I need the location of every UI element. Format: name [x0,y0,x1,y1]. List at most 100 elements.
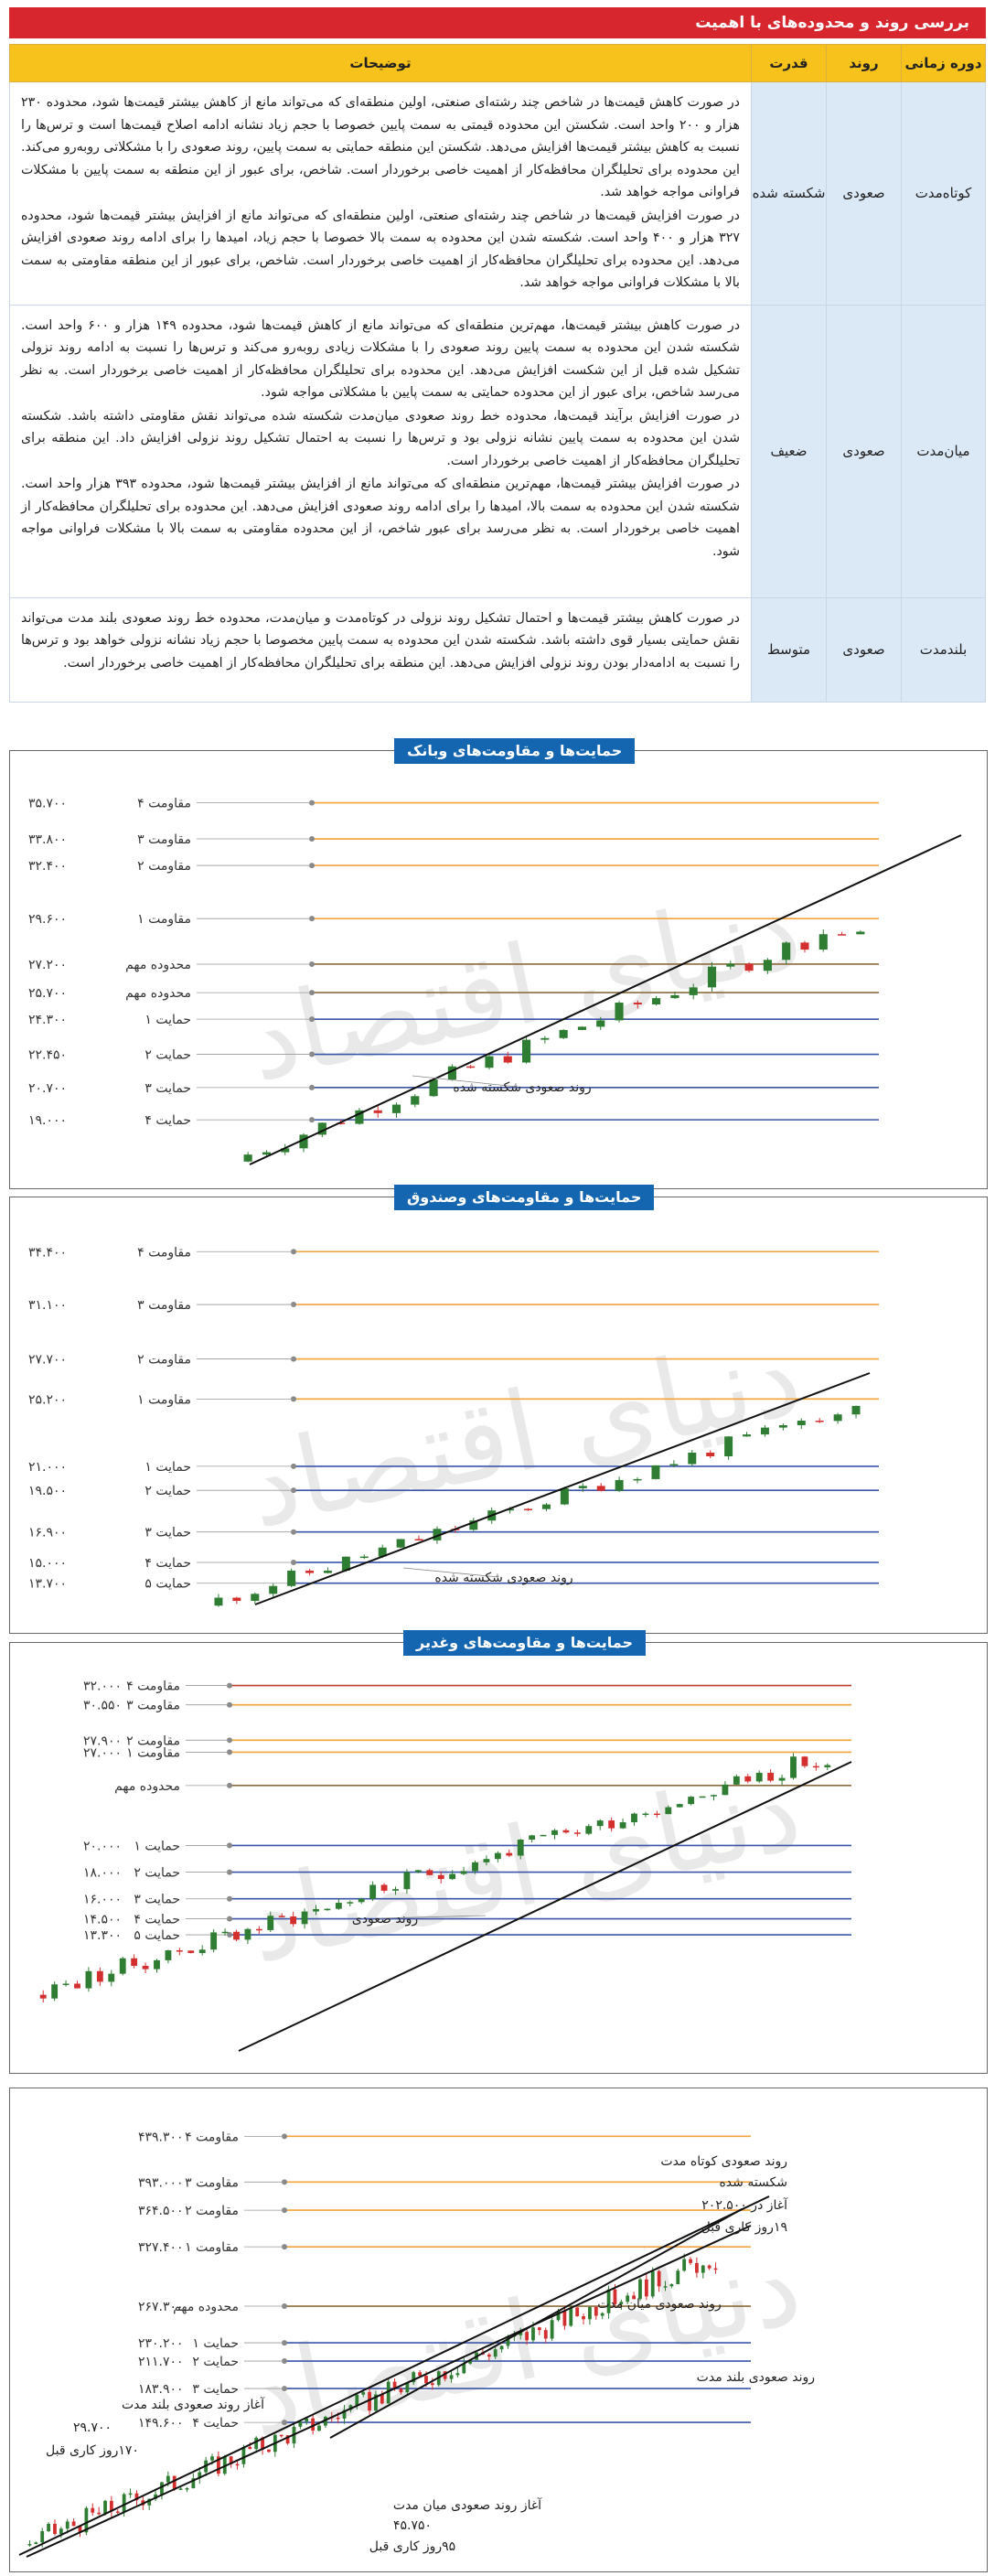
candle-body [34,2542,38,2545]
level-value: ۲۷.۷۰۰ [28,1353,67,1368]
candle-body [613,2289,617,2304]
level-label: مقاومت ۱ [126,1745,180,1760]
level-value: ۳۲.۰۰۰ [83,1680,122,1694]
candle-body [178,2488,183,2490]
candle-body [669,1464,679,1465]
level-label: حمایت ۴ [144,1556,191,1571]
candle-body [85,1970,92,1989]
level-value: ۲۱.۰۰۰ [28,1460,67,1475]
candle-body [722,1784,729,1796]
candle-body [210,2456,214,2461]
period-cell: میان‌مدت [901,304,986,598]
level-value: ۳۹۳.۰۰۰ [138,2175,184,2190]
level-label: محدوده مهم [114,1779,180,1794]
candle-body [575,2307,580,2317]
candle-body [39,1994,47,1999]
candle-body [412,2372,416,2383]
candle-body [392,1889,399,1891]
level-label: حمایت ۳ [144,1081,191,1096]
candle-body [198,1949,206,1953]
annotation-text: شکسته شده [719,2175,787,2190]
annotation-text: آغاز روند صعودی میان مدت [393,2497,542,2513]
description-paragraph: در صورت کاهش بیشتر قیمت‌ها و احتمال تشکی… [21,610,740,671]
candle-body [815,1421,824,1422]
candle-body [619,1822,626,1829]
candle-body [711,1795,717,1797]
candle-body [299,1134,308,1149]
candle-body [27,2544,32,2546]
candle-body [241,2446,246,2464]
candle-body [341,1556,350,1571]
candle-body [596,1486,605,1491]
period-cell: کوتاه‌مدت [901,81,986,306]
chart-index: دنیای اقتصاد مقاومت ۴ ۴۳۹.۳۰۰ مقاومت ۳ ۳۹۳.۰… [9,2088,988,2572]
candle-body [437,1874,444,1880]
candle-body [733,1776,740,1785]
candle-body [541,1504,551,1509]
candle-body [562,2311,567,2326]
candle-body [222,2456,227,2474]
candle-body [657,2270,661,2287]
candle-body [688,1797,695,1805]
candle-body [214,1597,223,1606]
description-paragraph: در صورت افزایش بیشتر قیمت‌ها، مهم‌ترین م… [21,477,740,559]
candle-body [801,1756,808,1766]
level-value: ۲۶۷.۳۰۰ [138,2300,184,2314]
candle-body [378,1547,387,1557]
candle-body [131,1958,138,1966]
candle-body [824,1765,831,1767]
candle-body [551,1830,558,1835]
level-value: ۴۳۹.۳۰۰ [138,2130,184,2144]
candle-body [430,2383,434,2386]
candle-body [399,2388,403,2393]
level-label: مقاومت ۴ [185,2130,239,2144]
level-label: مقاومت ۴ [137,1245,191,1260]
table-header-row: دوره زمانی روند قدرت توضیحات [9,44,986,82]
candle-body [103,2500,107,2514]
candle-body [560,1487,569,1505]
level-value: ۱۵.۰۰۰ [28,1556,67,1571]
section-header: بررسی روند و محدوده‌های با اهمیت [9,7,986,38]
candle-body [165,1950,172,1960]
description-paragraph: در صورت افزایش قیمت‌ها در شاخص چند رشته‌… [21,208,740,291]
candle-body [91,2507,95,2513]
section-title: بررسی روند و محدوده‌های با اهمیت [695,14,969,32]
level-label: حمایت ۴ [144,1113,191,1128]
candle-body [707,966,717,988]
level-label: حمایت ۱ [144,1460,191,1475]
annotation-text: آغاز در ۲۰۲.۵۰۰ [701,2197,788,2213]
candle-body [229,2456,233,2464]
candle-body [285,2435,290,2444]
candle-body [449,1873,456,1880]
candle-body [837,934,847,936]
candle-body [588,2306,592,2320]
level-value: ۳۶۴.۵۰۰ [138,2204,184,2218]
level-value: ۱۴.۵۰۰ [83,1913,122,1927]
candle-body [47,2523,50,2531]
candle-body [485,1056,494,1068]
level-value: ۳۲.۴۰۰ [28,859,67,874]
candle-body [337,1122,346,1124]
candle-body [269,1585,278,1594]
level-value: ۳۱.۱۰۰ [28,1298,67,1313]
candle-body [466,1066,476,1068]
candle-body [108,1973,115,1982]
candle-body [251,1594,260,1602]
period-cell: بلندمدت [901,596,986,703]
candle-body [540,1834,547,1837]
candle-body [644,2279,648,2297]
candle-body [468,2359,473,2364]
description-paragraph: در صورت کاهش بیشتر قیمت‌ها، مهم‌ترین منط… [21,317,741,401]
level-value: ۳۳.۸۰۰ [28,832,67,847]
candle-body [642,1813,649,1816]
candle-body [665,1807,672,1815]
trend-line [254,1372,871,1605]
level-label: حمایت ۱ [134,1839,180,1853]
candle-body [160,2482,164,2495]
description-paragraph: در صورت کاهش قیمت‌ها در شاخص چند رشته‌ای… [21,95,740,199]
candle-body [254,2437,259,2450]
annotation-text: ۱۹روز کاری قبل [701,2220,787,2235]
chart-title: حمایت‌ها و مقاومت‌های وصندوق [394,1185,655,1210]
candle-body [317,1122,326,1135]
